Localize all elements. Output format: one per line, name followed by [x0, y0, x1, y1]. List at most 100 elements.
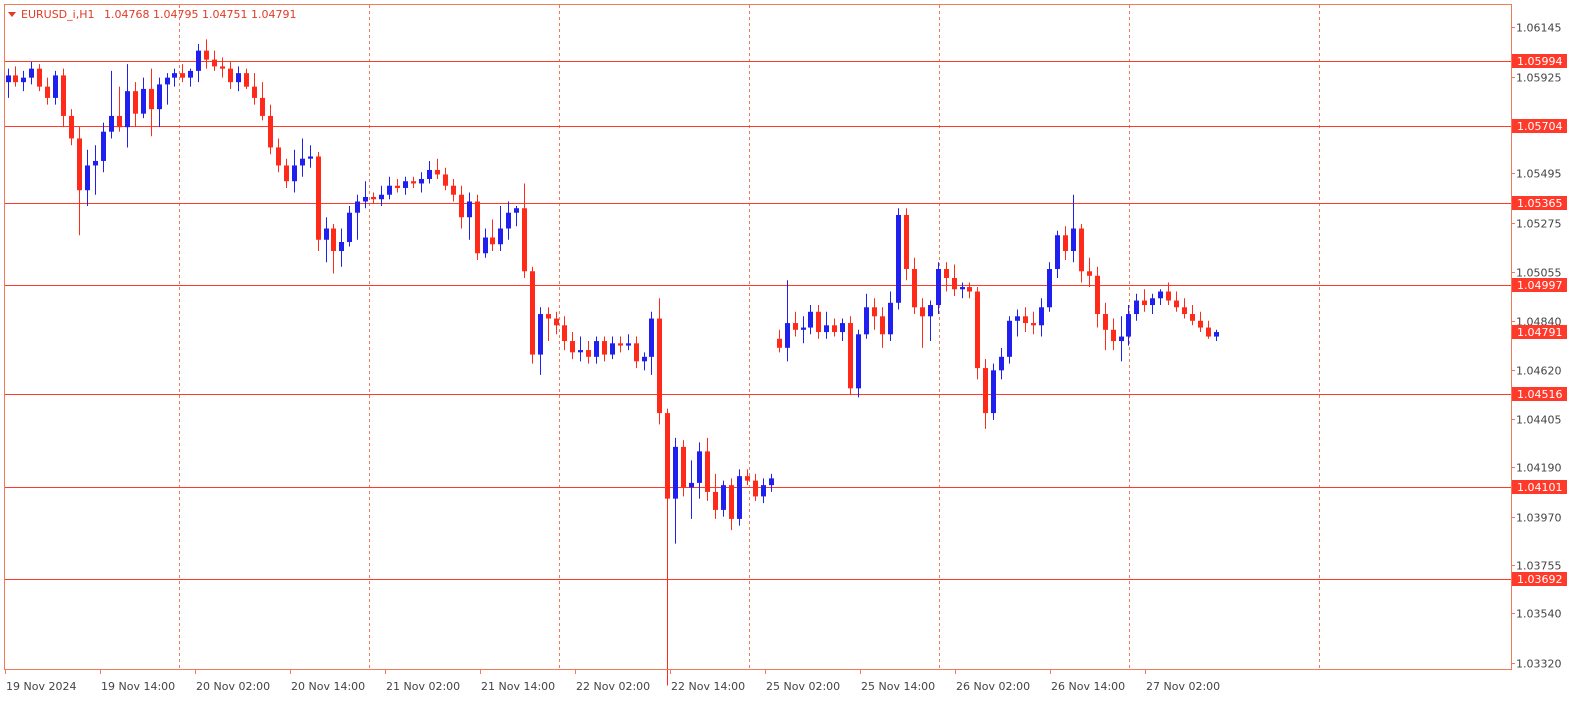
price-level-tag-bg — [1512, 278, 1567, 292]
candle — [673, 437, 678, 544]
price-level-tag-label: 1.04101 — [1517, 481, 1563, 494]
candle-body — [634, 343, 639, 362]
candle-body — [228, 68, 233, 83]
candle — [292, 149, 297, 193]
candle — [1142, 289, 1147, 312]
candle — [1055, 230, 1060, 279]
candle — [801, 316, 806, 344]
candle — [395, 178, 400, 193]
candle-body — [347, 212, 352, 243]
candle — [888, 291, 893, 342]
candle-body — [1214, 332, 1219, 337]
candle — [856, 329, 861, 398]
candle — [411, 176, 416, 188]
candle-body — [610, 343, 615, 355]
price-level-tag-label: 1.05704 — [1517, 120, 1563, 133]
candle-body — [975, 291, 980, 369]
candle — [1190, 305, 1195, 326]
candle-body — [1198, 320, 1203, 328]
candle — [276, 138, 281, 173]
vertical-grid — [179, 5, 1320, 669]
candle — [840, 318, 845, 342]
price-tick-label: 1.06145 — [1516, 22, 1562, 35]
candle — [975, 287, 980, 380]
candle — [649, 311, 654, 375]
candle-body — [419, 178, 424, 184]
candle-body — [689, 482, 694, 488]
candle — [522, 183, 527, 279]
candle-body — [991, 370, 996, 414]
candle — [793, 311, 798, 337]
candle — [1103, 302, 1108, 351]
candle — [268, 104, 273, 155]
candle — [952, 264, 957, 297]
candle-body — [268, 115, 273, 148]
candle — [904, 208, 909, 281]
candle — [316, 151, 321, 252]
candle — [506, 201, 511, 240]
candle-body — [920, 307, 925, 317]
candle-body — [808, 311, 813, 328]
candle-body — [864, 307, 869, 335]
candle-body — [435, 169, 440, 175]
time-tick-label: 20 Nov 14:00 — [291, 680, 365, 693]
candle — [93, 145, 98, 195]
candle — [1126, 305, 1131, 346]
candle — [570, 332, 575, 360]
time-axis[interactable]: 19 Nov 2024 19 Nov 14:00 20 Nov 02:00 20 No… — [5, 669, 1511, 693]
candle-body — [220, 66, 225, 69]
candle — [880, 307, 885, 348]
candle — [808, 305, 813, 335]
price-level-tag-bg — [1512, 196, 1567, 210]
candle-body — [665, 413, 670, 499]
candle-body — [236, 73, 241, 83]
candle — [13, 66, 18, 87]
candle-body — [999, 356, 1004, 371]
candle-body — [840, 323, 845, 333]
candle — [1134, 293, 1139, 321]
candle-body — [13, 75, 18, 83]
candle — [1039, 298, 1044, 337]
price-level-tag-bg — [1512, 54, 1567, 68]
price-level-tag: 1.05704 — [1512, 119, 1567, 133]
candle — [435, 158, 440, 179]
time-tick-label: 25 Nov 14:00 — [861, 680, 935, 693]
candle-body — [554, 318, 559, 326]
candle — [753, 473, 758, 501]
candle — [657, 298, 662, 425]
candle-body — [1031, 323, 1036, 326]
candle — [459, 185, 464, 229]
candle-body — [172, 73, 177, 78]
candle — [244, 68, 249, 89]
price-level-tag-label: 1.05994 — [1517, 55, 1563, 68]
candle — [737, 469, 742, 526]
candle-body — [427, 169, 432, 179]
candle-body — [284, 165, 289, 182]
time-tick-label: 22 Nov 02:00 — [576, 680, 650, 693]
collapse-triangle-icon[interactable] — [8, 12, 16, 17]
candle-body — [1055, 235, 1060, 270]
candle — [284, 158, 289, 188]
candle-body — [371, 196, 376, 200]
candle — [1095, 266, 1100, 328]
candle-body — [1119, 336, 1124, 342]
candle-body — [896, 214, 901, 303]
candle-body — [1142, 300, 1147, 306]
ohlc-label: 1.04768 1.04795 1.04751 1.04791 — [104, 8, 296, 21]
candle-body — [506, 212, 511, 229]
candle — [602, 336, 607, 362]
candle — [1047, 262, 1052, 312]
candle-body — [832, 325, 837, 333]
candle — [626, 334, 631, 351]
candle-body — [848, 323, 853, 389]
candle-body — [618, 343, 623, 346]
candle-body — [1190, 314, 1195, 321]
time-tick-label: 25 Nov 02:00 — [766, 680, 840, 693]
candle-body — [888, 302, 893, 335]
candle-body — [1206, 327, 1211, 337]
price-axis[interactable]: 1.061451.059251.054951.052751.050551.048… — [1511, 5, 1567, 671]
candle-body — [745, 476, 750, 481]
candle-body — [538, 314, 543, 355]
candle — [745, 469, 750, 486]
